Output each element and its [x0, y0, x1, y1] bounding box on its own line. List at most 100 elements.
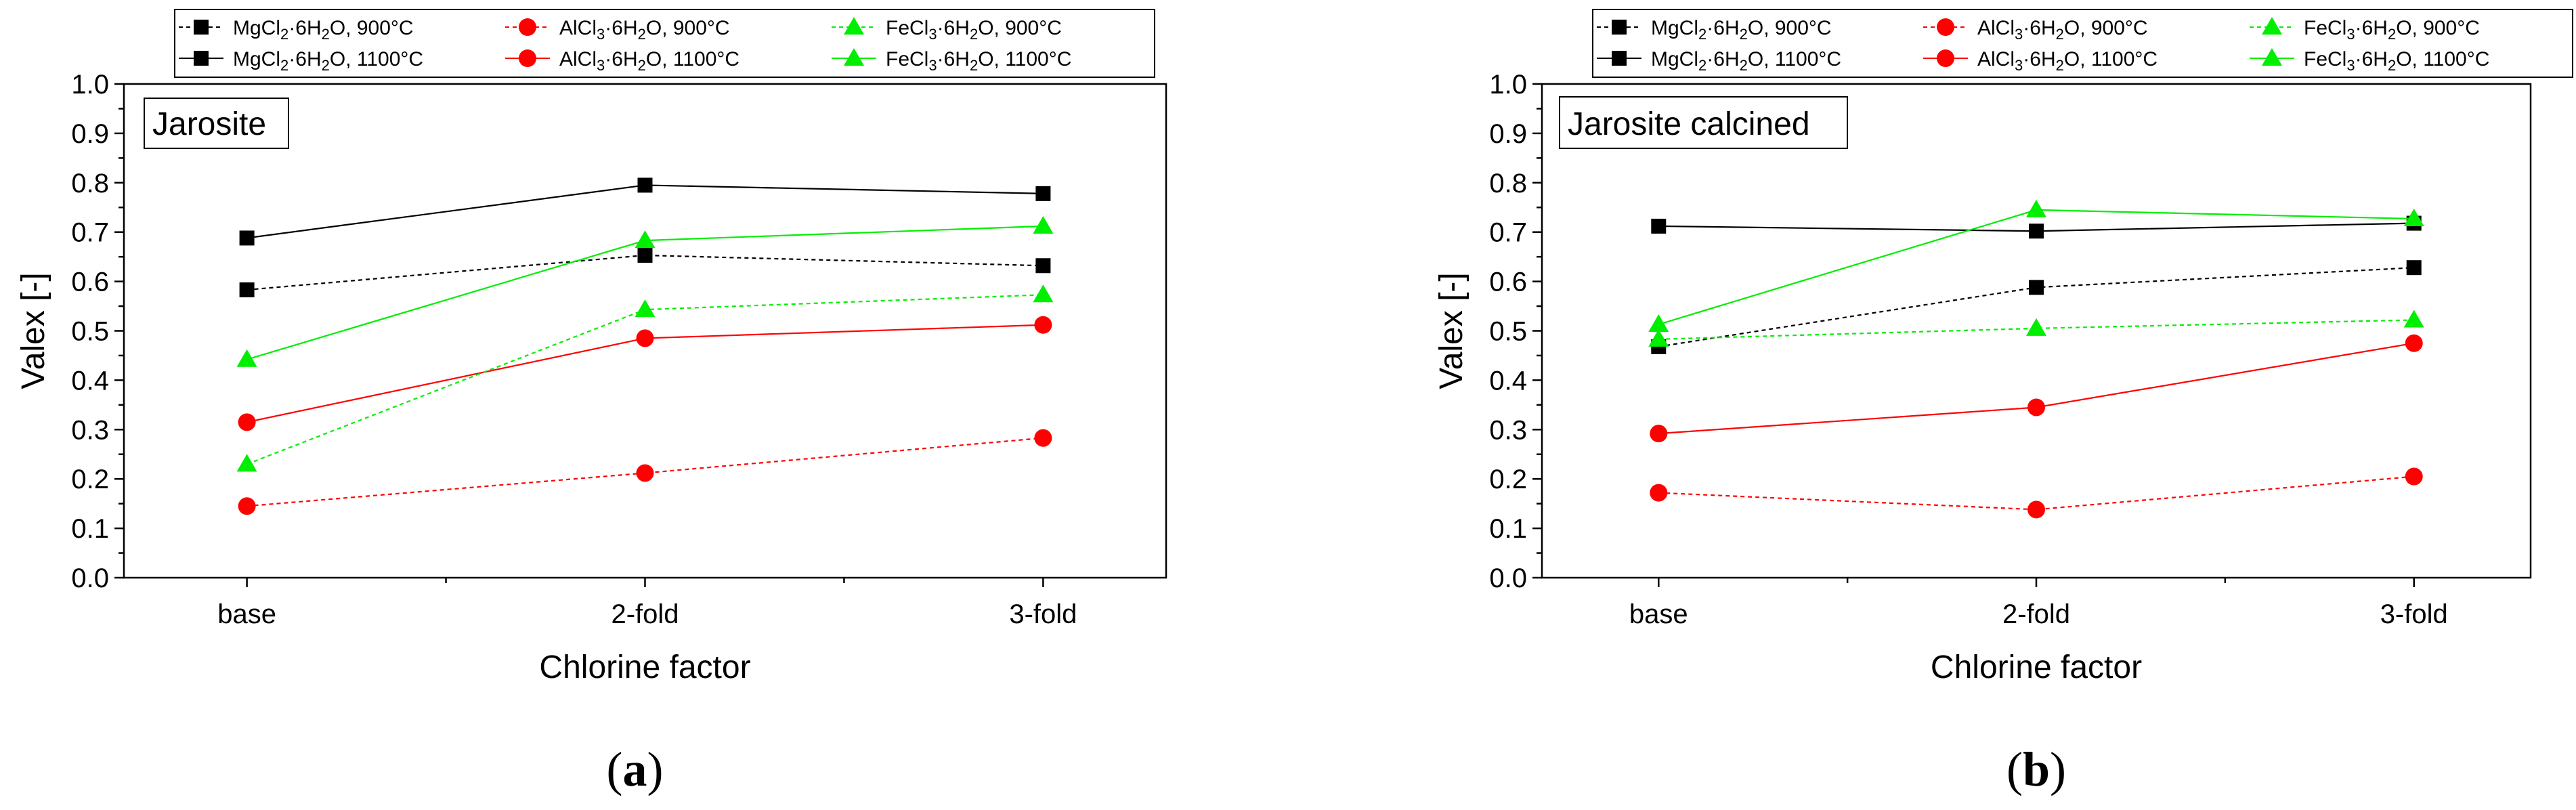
x-axis-title: Chlorine factor [1931, 649, 2142, 685]
legend-label: FeCl3·6H2O, 900°C [886, 17, 1062, 43]
data-point [637, 177, 653, 193]
y-tick-label: 0.9 [71, 119, 109, 149]
data-point [2403, 209, 2424, 227]
y-tick-label: 0.4 [1489, 366, 1527, 396]
data-point [239, 282, 255, 297]
legend-marker [519, 18, 536, 36]
legend-marker [1612, 20, 1627, 35]
legend-marker [519, 49, 536, 67]
panel-label-box [1559, 96, 1848, 149]
x-tick-label: 3-fold [2380, 599, 2448, 629]
legend-label: FeCl3·6H2O, 1100°C [886, 48, 1071, 74]
x-tick-label: 2-fold [2002, 599, 2070, 629]
legend-label: FeCl3·6H2O, 1100°C [2304, 48, 2489, 74]
panel-b: 0.0 0.1 0.2 0.3 0.4 0.5 0.6 0.7 0.8 0.9 1.0 base 2-f… [1434, 9, 2573, 796]
data-point [1034, 429, 1052, 447]
data-point [238, 497, 256, 515]
legend: MgCl2·6H2O, 900°C MgCl2·6H2O, 1100°C AlCl3… [1592, 9, 2573, 78]
series-line [1658, 319, 2414, 340]
panel-label: Jarosite calcined [1568, 106, 1810, 142]
data-point [1650, 484, 1668, 502]
data-point [238, 413, 256, 431]
data-point [2029, 223, 2044, 239]
legend-marker [194, 51, 209, 66]
legend-marker [2262, 48, 2282, 66]
legend-label: AlCl3·6H2O, 900°C [1977, 17, 2148, 43]
data-point [2406, 260, 2422, 276]
data-point [2403, 310, 2424, 328]
y-tick-label: 0.6 [71, 268, 109, 297]
y-tick-label: 0.6 [1489, 268, 1527, 297]
legend-label: MgCl2·6H2O, 900°C [1651, 17, 1832, 43]
y-tick-label: 0.7 [71, 218, 109, 248]
x-axis-title: Chlorine factor [539, 649, 750, 685]
y-tick-label: 0.7 [1489, 218, 1527, 248]
y-tick-label: 0.1 [1489, 514, 1527, 544]
legend-label: AlCl3·6H2O, 1100°C [559, 48, 739, 74]
data-point [636, 464, 654, 482]
data-point [2027, 398, 2045, 417]
legend-marker [1937, 49, 1954, 67]
y-tick-label: 0.2 [1489, 465, 1527, 494]
x-tick-label: base [1629, 599, 1688, 629]
legend-label: MgCl2·6H2O, 1100°C [1651, 48, 1841, 74]
series-line [246, 294, 1044, 465]
y-tick-label: 0.8 [1489, 169, 1527, 198]
y-tick-label: 0.3 [1489, 415, 1527, 445]
y-tick-label: 0.0 [1489, 563, 1527, 593]
x-tick-label: base [217, 599, 276, 629]
legend-label: MgCl2·6H2O, 900°C [233, 17, 414, 43]
data-point [1651, 218, 1667, 234]
data-point [1648, 314, 1669, 333]
data-point [1648, 328, 1669, 347]
data-point [2026, 199, 2046, 217]
legend-marker [844, 48, 864, 66]
legend-box [1592, 9, 2573, 78]
y-tick-label: 0.5 [71, 317, 109, 347]
data-point [239, 230, 255, 246]
legend-label: MgCl2·6H2O, 1100°C [233, 48, 423, 74]
data-point [635, 299, 656, 318]
figure-caption: (a) [607, 742, 664, 796]
y-tick-label: 0.8 [71, 169, 109, 198]
data-point [1650, 425, 1668, 443]
legend-marker [194, 20, 209, 35]
data-point [1033, 284, 1054, 303]
data-point [636, 329, 654, 347]
y-tick-label: 1.0 [1489, 70, 1527, 100]
y-tick-label: 0.4 [71, 366, 109, 396]
legend-marker [2262, 17, 2282, 35]
data-point [2405, 334, 2423, 352]
legend-marker [1937, 18, 1954, 36]
data-point [2405, 467, 2423, 486]
y-tick-label: 0.0 [71, 563, 109, 593]
data-point [1035, 258, 1051, 274]
legend-label: AlCl3·6H2O, 900°C [559, 17, 730, 43]
y-axis-title: Valex [-] [16, 272, 51, 389]
y-tick-label: 0.1 [71, 514, 109, 544]
data-point [236, 349, 257, 367]
series-line [1658, 342, 2414, 435]
data-point [236, 454, 257, 472]
data-point [2029, 280, 2044, 295]
data-point [2026, 318, 2046, 336]
y-tick-label: 0.2 [71, 465, 109, 494]
series-line [246, 437, 1044, 507]
x-tick-label: 2-fold [611, 599, 679, 629]
y-axis-title: Valex [-] [1434, 272, 1469, 389]
data-point [637, 247, 653, 263]
data-point [2027, 500, 2045, 519]
legend-box [174, 9, 1155, 78]
data-point [1034, 316, 1052, 334]
panel-label-box [144, 98, 289, 149]
panel-label: Jarosite [152, 106, 266, 142]
data-point [1035, 186, 1051, 201]
legend-label: AlCl3·6H2O, 1100°C [1977, 48, 2158, 74]
legend: MgCl2·6H2O, 900°C MgCl2·6H2O, 1100°C AlCl3… [174, 9, 1155, 78]
y-tick-label: 0.9 [1489, 119, 1527, 149]
y-tick-label: 0.3 [71, 415, 109, 445]
y-tick-label: 0.5 [1489, 317, 1527, 347]
legend-marker [1612, 51, 1627, 66]
figure-caption: (b) [2006, 742, 2066, 796]
